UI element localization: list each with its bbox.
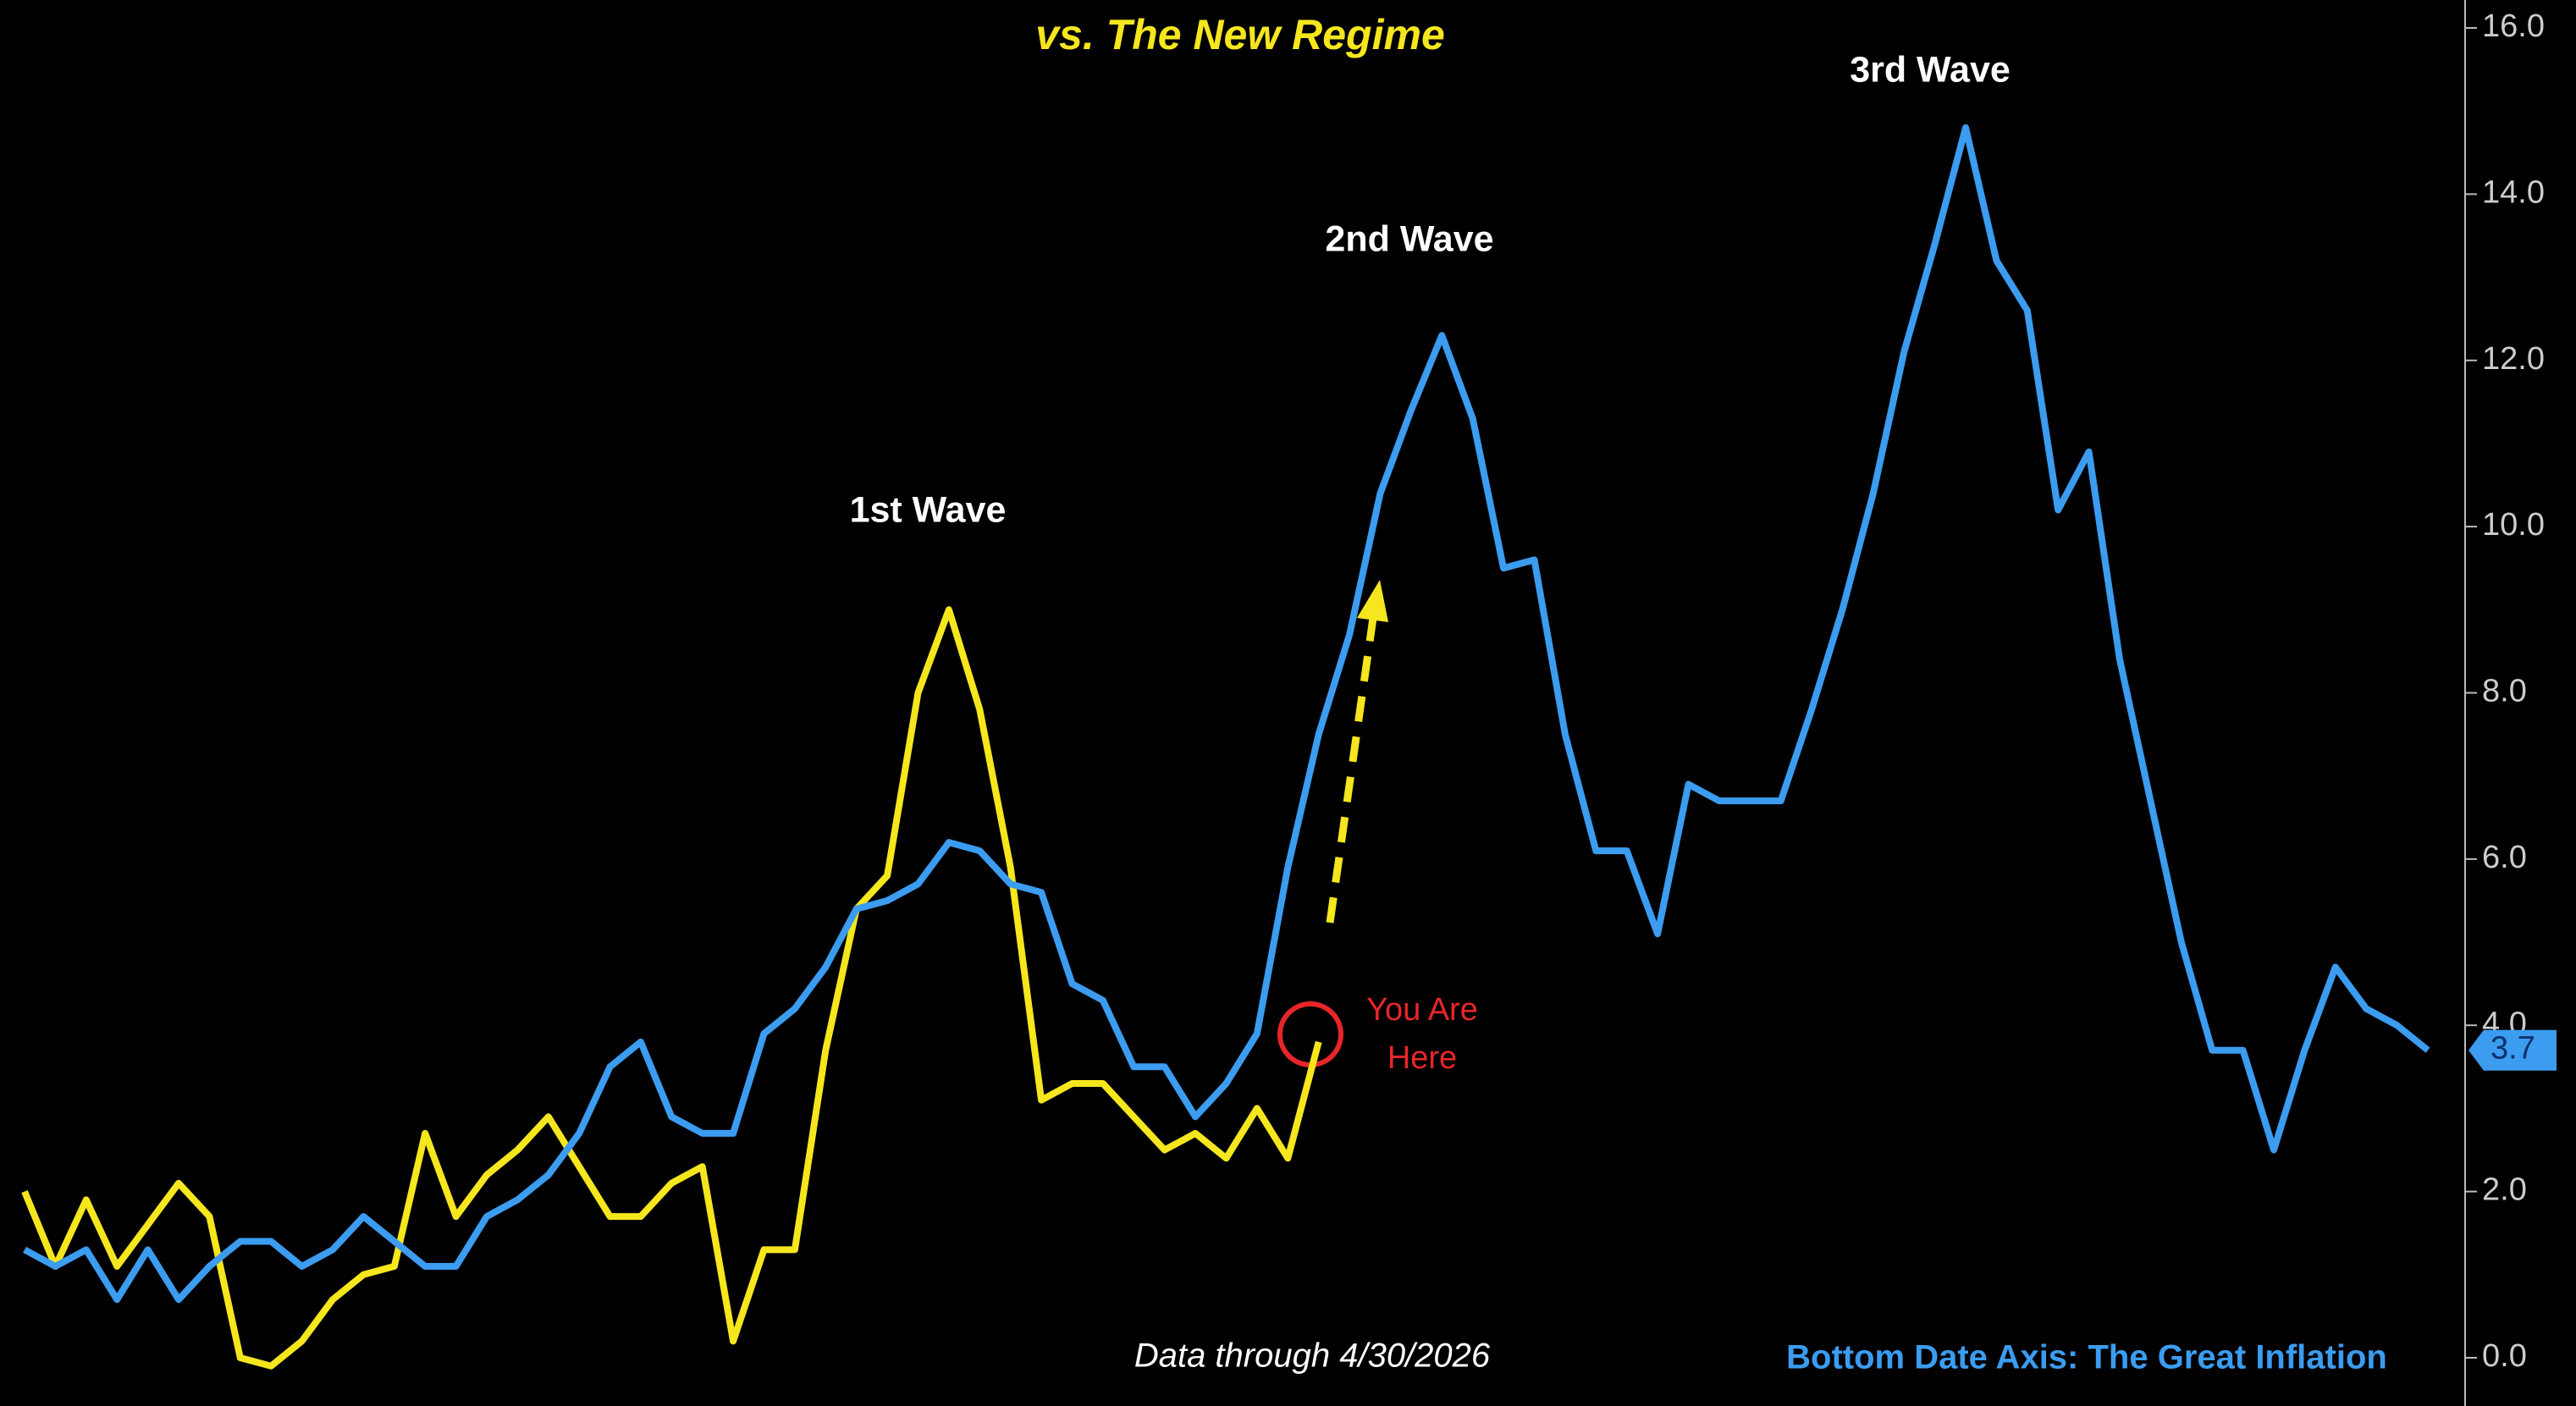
chart-title: vs. The New Regime <box>1035 11 1445 58</box>
line-series <box>21 606 1322 1370</box>
y-tick-label: 6.0 <box>2482 840 2527 875</box>
y-tick-label: 14.0 <box>2482 174 2545 210</box>
annotation: 3rd Wave <box>1850 49 2011 90</box>
value-tag-label: 3.7 <box>2491 1031 2535 1067</box>
annotation: You Are Here <box>1366 992 1478 1076</box>
y-tick-label: 10.0 <box>2482 507 2545 543</box>
annotation-box: You Are Here <box>1366 992 1478 1076</box>
value-tag <box>2468 1029 2557 1071</box>
y-tick-label: 12.0 <box>2482 341 2545 377</box>
y-tick-label: 0.0 <box>2482 1338 2527 1374</box>
y-tick-label: 8.0 <box>2482 674 2527 709</box>
footnote: Bottom Date Axis: The Great Inflation <box>1786 1339 2387 1376</box>
line-series <box>23 124 2430 1304</box>
arrow-shaft <box>1326 617 1377 924</box>
footnote: Data through 4/30/2026 <box>1134 1337 1491 1375</box>
annotation: 1st Wave <box>850 489 1007 530</box>
arrow-head <box>1357 580 1388 622</box>
annotation: 2nd Wave <box>1325 218 1493 259</box>
y-tick-label: 16.0 <box>2482 8 2545 44</box>
y-tick-label: 2.0 <box>2482 1172 2527 1208</box>
